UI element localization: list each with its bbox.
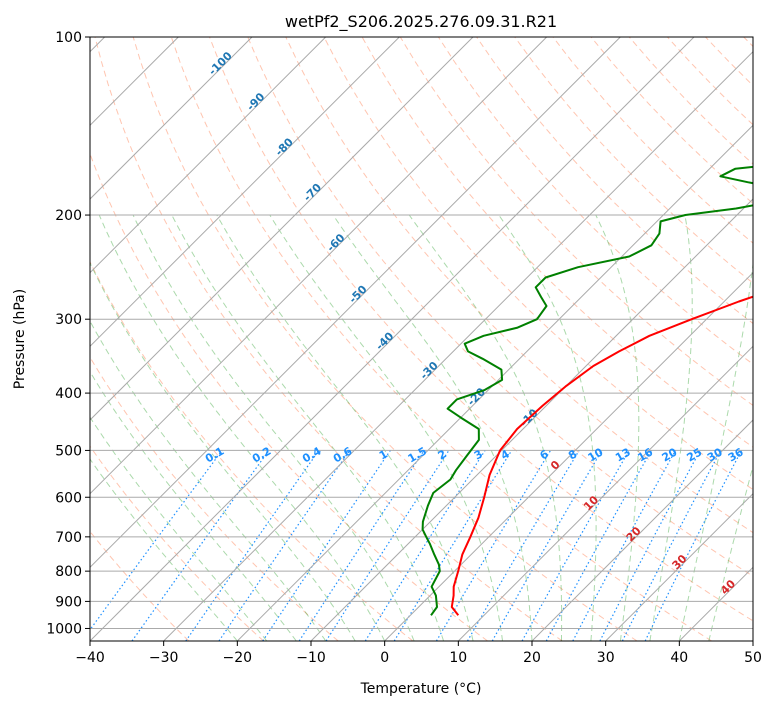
dry-adiabat-line	[90, 445, 264, 641]
x-axis-label: Temperature (°C)	[360, 681, 482, 697]
moist-adiabat-line	[171, 214, 445, 641]
background-lines	[90, 37, 753, 641]
moist-adiabat-line	[269, 214, 503, 641]
moist-adiabat-line	[90, 320, 327, 641]
y-axis-ticks: 100 200 300 400 500 600 700 800 900 1000	[46, 30, 90, 638]
moist-adiabat-line	[678, 260, 753, 641]
moist-adiabat-line	[649, 214, 693, 641]
isotherm-line	[310, 198, 753, 641]
plot-frame	[89, 36, 754, 642]
moist-adiabat-line	[595, 214, 640, 641]
isotherm-line	[605, 492, 753, 641]
mixing-ratio-line	[90, 450, 223, 631]
moist-adiabat-line	[90, 261, 356, 641]
moist-adiabat-line	[98, 214, 386, 641]
x-tick-label: 30	[597, 650, 615, 666]
moist-adiabat-line	[90, 370, 297, 641]
chart-title: wetPf2_S206.2025.276.09.31.R21	[285, 12, 557, 32]
isotherm-line	[90, 37, 548, 495]
dry-adiabat-line	[514, 37, 753, 284]
mixing-ratio-line	[621, 450, 722, 641]
isotherm-line	[90, 37, 327, 274]
y-tick-label: 500	[55, 443, 82, 459]
dry-adiabat-line	[132, 37, 638, 641]
x-tick-label: 40	[670, 650, 688, 666]
mixing-ratio-line	[185, 450, 320, 641]
x-tick-label: 0	[380, 650, 389, 666]
mixing-ratio-line	[298, 450, 425, 641]
dry-adiabat-line	[209, 37, 753, 622]
moist-adiabat-line	[408, 214, 563, 641]
y-axis-label: Pressure (hPa)	[12, 289, 28, 389]
isotherm-line	[236, 124, 753, 641]
x-tick-label: 50	[744, 650, 762, 666]
dry-adiabat-line	[285, 37, 753, 534]
dry-adiabat-line	[247, 37, 753, 577]
isotherm-line	[531, 419, 753, 641]
dry-adiabat-line	[170, 37, 712, 641]
y-tick-label: 100	[55, 30, 82, 46]
x-tick-label: −20	[223, 650, 253, 666]
pressure-gridlines	[90, 37, 753, 641]
y-tick-label: 400	[55, 386, 82, 402]
x-tick-label: −40	[75, 650, 105, 666]
dry-adiabat-line	[323, 37, 753, 491]
mixing-ratio-line	[325, 450, 450, 641]
y-tick-label: 800	[55, 564, 82, 580]
x-axis-ticks: −40 −30 −20 −10 0 10 20 30 40 50	[75, 641, 762, 666]
moist-adiabat-line	[90, 458, 238, 641]
x-tick-label: 10	[449, 650, 467, 666]
mixing-ratio-line	[644, 450, 743, 641]
isotherm-line	[163, 50, 753, 641]
moist-adiabat-line	[132, 214, 415, 641]
y-tick-label: 300	[55, 312, 82, 328]
temperature-profile-line	[450, 295, 753, 616]
mixing-ratio-line	[545, 450, 652, 641]
isotherm-line	[90, 37, 400, 348]
mixing-ratio-line	[218, 450, 351, 641]
y-tick-label: 900	[55, 594, 82, 610]
dry-adiabat-line	[90, 260, 414, 641]
mixing-ratio-line	[521, 450, 630, 641]
moist-adiabat-line	[216, 214, 474, 641]
isotherm-line	[384, 271, 753, 641]
y-tick-label: 1000	[46, 622, 82, 638]
dewpoint-profile-line	[421, 165, 753, 616]
isotherm-line	[90, 37, 474, 421]
isotherm-line	[90, 37, 621, 569]
dry-adiabat-line	[476, 37, 753, 325]
y-tick-label: 700	[55, 530, 82, 546]
isotherm-line	[90, 37, 695, 641]
moist-adiabat-line	[332, 214, 533, 641]
profile-lines	[421, 165, 753, 616]
y-tick-label: 600	[55, 490, 82, 506]
y-tick-label: 200	[55, 208, 82, 224]
x-tick-label: −10	[296, 650, 326, 666]
x-tick-label: 20	[523, 650, 541, 666]
isotherm-line	[90, 37, 253, 200]
dry-adiabat-line	[90, 356, 339, 641]
moist-adiabat-line	[90, 416, 268, 641]
dry-adiabat-line	[94, 37, 563, 641]
x-tick-label: −30	[149, 650, 179, 666]
mixing-ratio-line	[262, 450, 391, 641]
isotherm-line	[457, 345, 753, 641]
mixing-ratio-line	[572, 450, 677, 641]
